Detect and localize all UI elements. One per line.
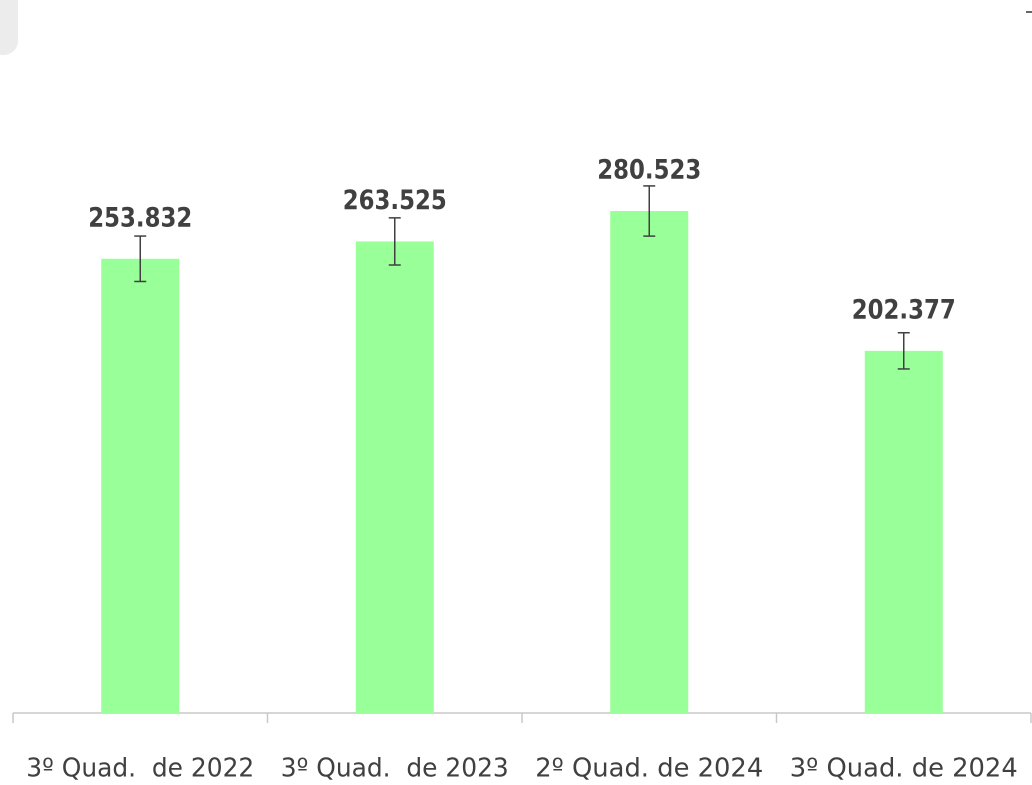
x-tick-label: 2º Quad. de 2024: [535, 754, 763, 784]
x-tick-label: 3º Quad. de 2022: [26, 754, 254, 784]
data-label: 263.525: [343, 185, 447, 216]
bar: [101, 258, 180, 713]
data-label: 253.832: [88, 202, 192, 233]
bar: [864, 350, 943, 713]
x-tick-label: 3º Quad. de 2024: [790, 754, 1018, 784]
panel-corner: [0, 0, 18, 55]
bar: [355, 241, 434, 713]
data-label: 202.377: [852, 294, 956, 325]
bar: [610, 211, 689, 713]
error-bar: [134, 235, 147, 283]
error-bar: [897, 331, 910, 370]
data-label: 280.523: [597, 155, 701, 186]
x-tick-label: 3º Quad. de 2023: [281, 754, 509, 784]
error-bar: [643, 185, 656, 237]
error-bar: [388, 217, 401, 266]
